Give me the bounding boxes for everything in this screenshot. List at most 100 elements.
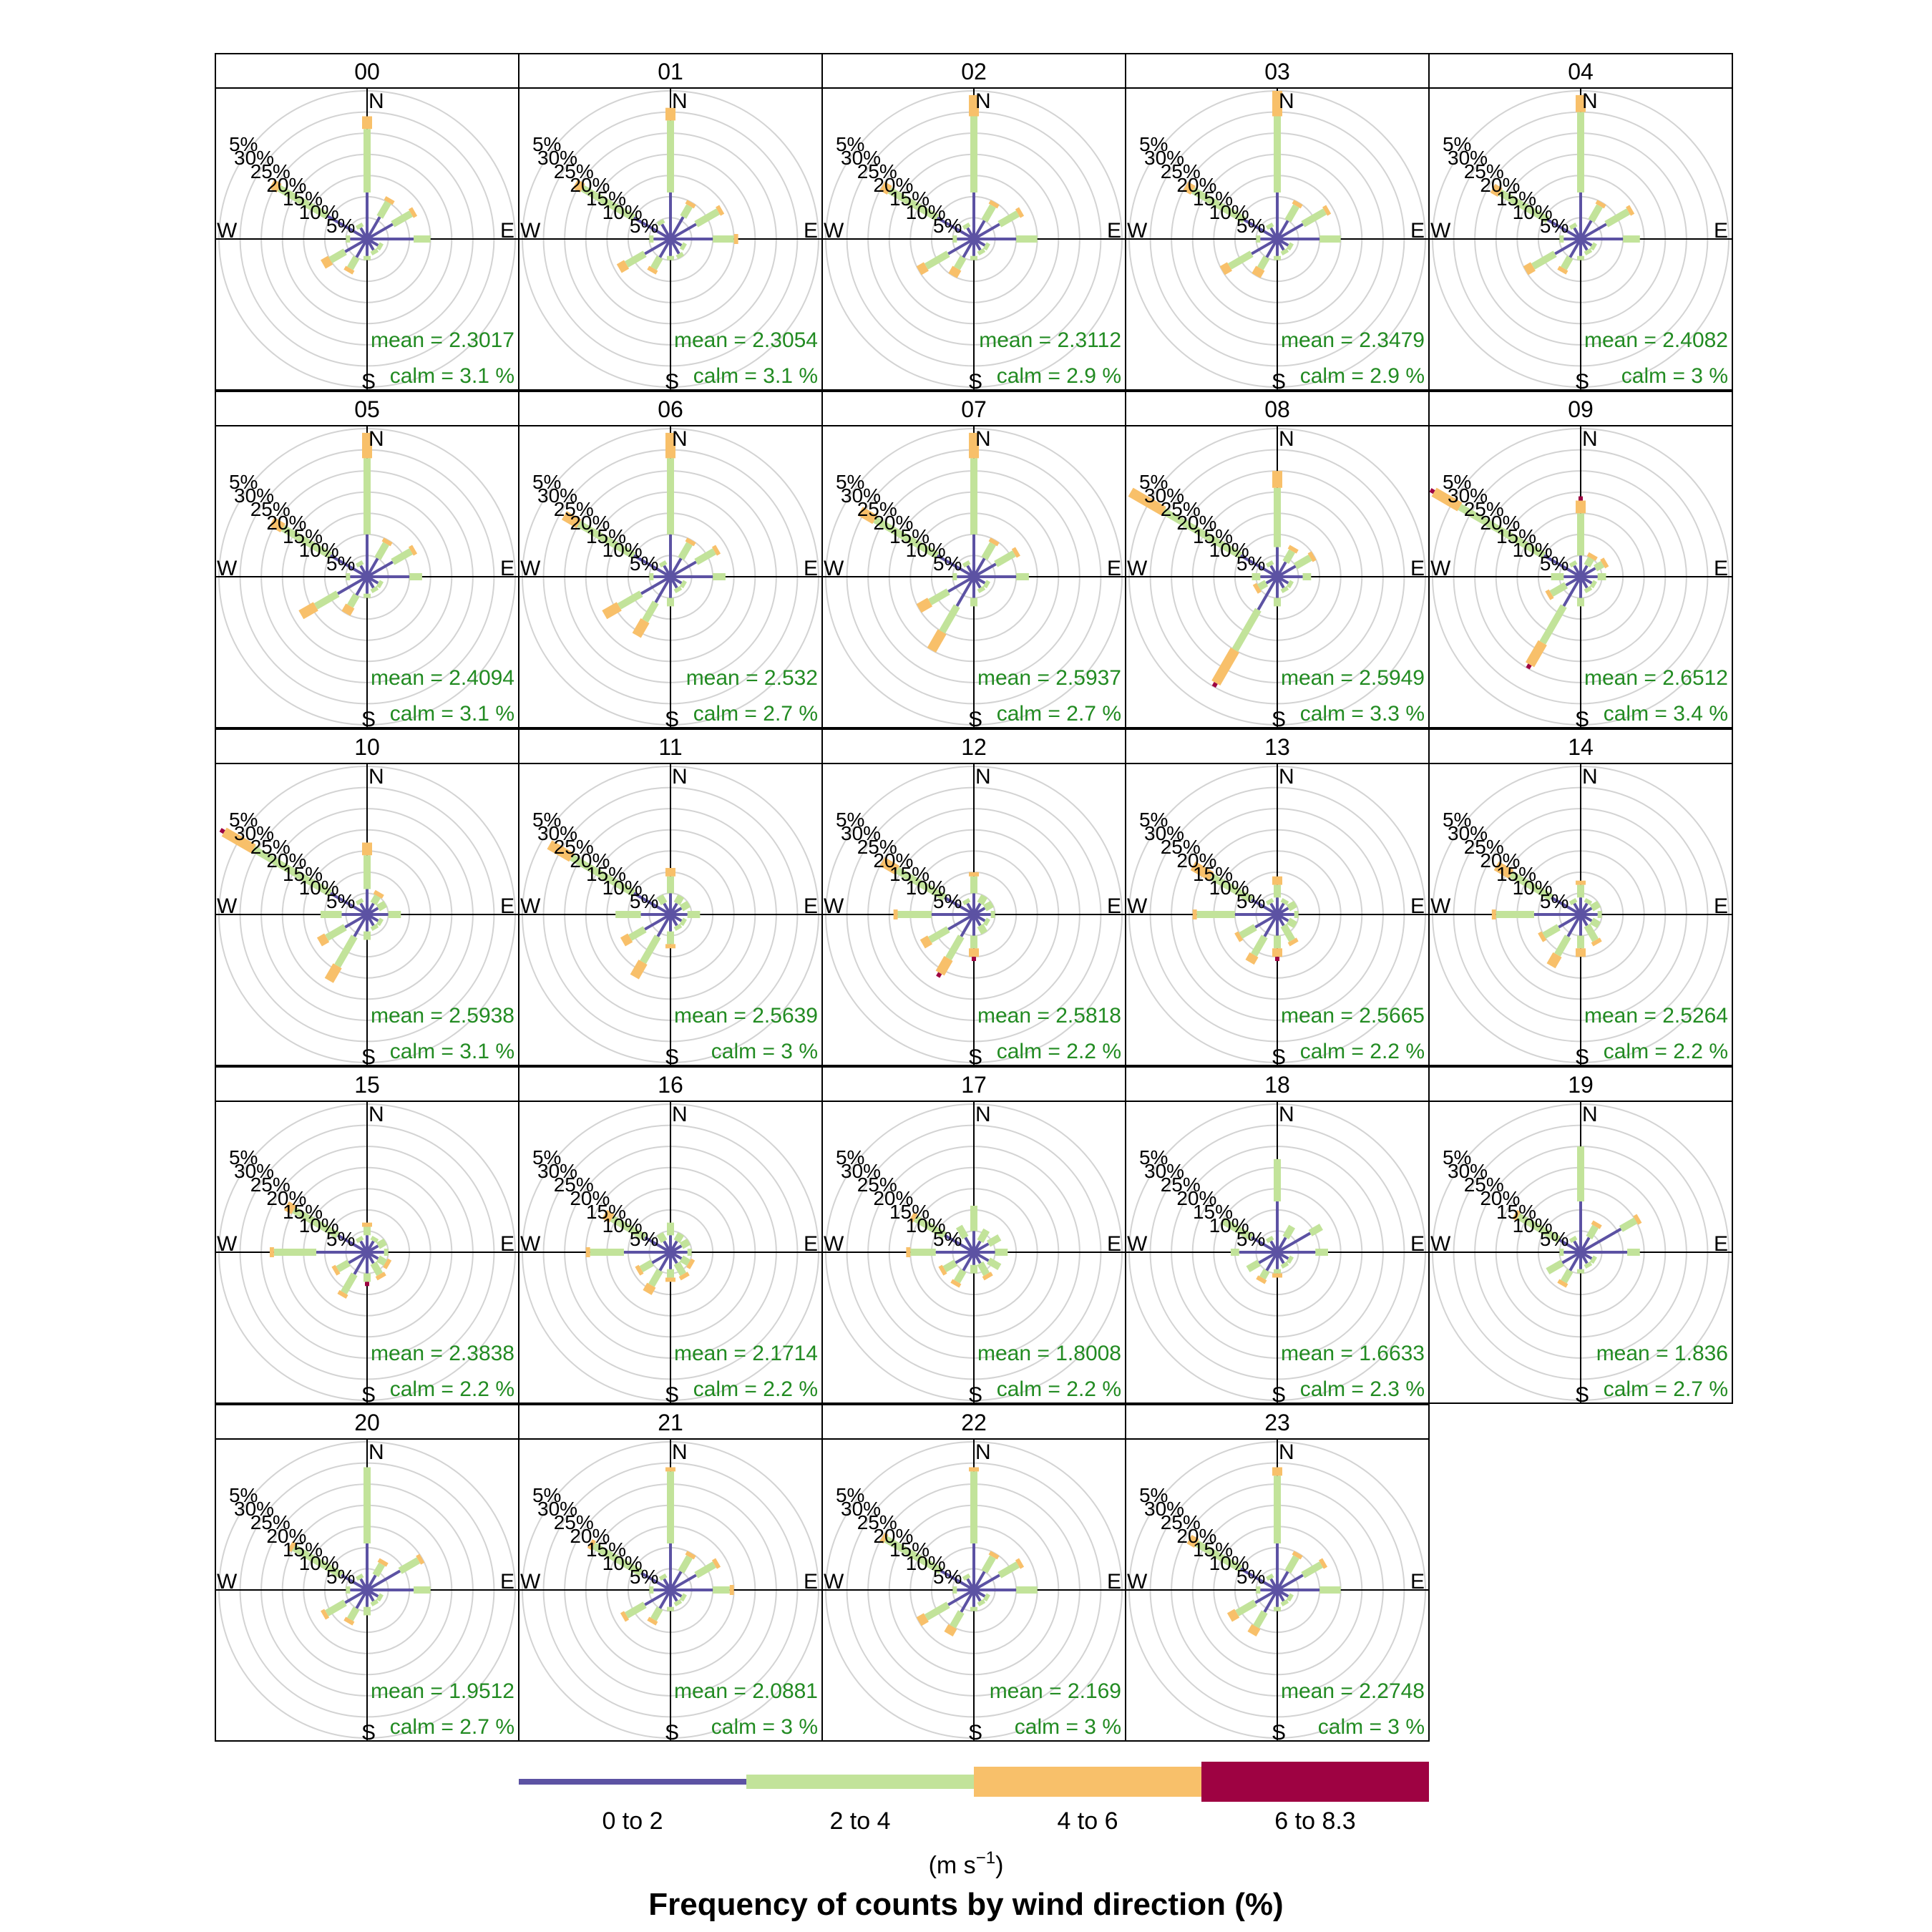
- petal-segment: [1284, 1555, 1299, 1574]
- ring-label: 25%: [1161, 1511, 1201, 1533]
- panel-mean: mean = 2.2748: [1281, 1679, 1425, 1703]
- petal-segment: [644, 1236, 671, 1254]
- ring-label: 5%: [229, 471, 258, 493]
- panel-mean: mean = 2.3054: [674, 328, 818, 352]
- panel-calm: calm = 3 %: [711, 1715, 818, 1739]
- petal-segment: [1247, 1624, 1261, 1636]
- petal-segment: [316, 933, 330, 947]
- petal-segment: [1265, 223, 1274, 230]
- panel-title: 20: [354, 1410, 380, 1435]
- ring-label: 10%: [299, 877, 339, 899]
- petal-segment: [916, 1613, 929, 1626]
- ring-label: 20%: [266, 849, 306, 872]
- petal-segment: [1277, 565, 1297, 578]
- panel-title: 15: [354, 1072, 380, 1098]
- ring-label: 20%: [1176, 1187, 1216, 1209]
- compass-s: S: [1575, 1045, 1589, 1069]
- ring-label: 10%: [906, 877, 946, 899]
- panel-strip: [215, 53, 519, 89]
- petal-segment: [1549, 582, 1568, 597]
- panel-mean: mean = 2.5937: [977, 666, 1121, 690]
- petal-segment: [1219, 262, 1232, 275]
- petal-segment: [972, 223, 1000, 240]
- petal-segment: [997, 210, 1020, 228]
- compass-w: W: [1127, 1570, 1148, 1594]
- petal-segment: [1161, 507, 1243, 559]
- panel-strip: [821, 728, 1126, 764]
- petal-segment: [977, 894, 988, 906]
- petal-segment: [644, 1589, 671, 1606]
- compass-w: W: [1430, 219, 1451, 243]
- ring-label: 5%: [532, 809, 561, 831]
- compass-n: N: [1582, 89, 1598, 113]
- petal-segment: [337, 1289, 348, 1299]
- petal-segment: [1509, 871, 1553, 901]
- panel-strip: [215, 1066, 519, 1102]
- petal-segment: [353, 914, 369, 937]
- ring-label: 25%: [1464, 836, 1504, 858]
- petal-segment: [602, 1209, 615, 1223]
- ring-label: 30%: [1448, 484, 1488, 507]
- compass-w: W: [217, 894, 238, 918]
- ring-label: 10%: [1513, 1214, 1553, 1236]
- petal-segment: [1493, 861, 1514, 879]
- petal-segment: [982, 242, 990, 251]
- ring-label: 5%: [933, 552, 962, 575]
- petal-segment: [1573, 902, 1582, 915]
- petal-segment: [635, 1264, 644, 1276]
- petal-segment: [384, 196, 395, 205]
- petal-segment: [1231, 608, 1262, 652]
- petal-segment: [1287, 937, 1299, 947]
- petal-segment: [1280, 1599, 1289, 1606]
- compass-n: N: [1279, 1103, 1294, 1126]
- petal-segment: [1589, 917, 1601, 929]
- panel-calm: calm = 3 %: [1621, 364, 1728, 388]
- compass-s: S: [361, 1045, 376, 1069]
- ring-label: 10%: [906, 1214, 946, 1236]
- petal-segment: [1276, 223, 1304, 240]
- ring-label: 10%: [1209, 877, 1249, 899]
- panel-mean: mean = 1.9512: [371, 1679, 514, 1703]
- panel-title: 11: [658, 734, 682, 760]
- legend-unit: (m s−1): [929, 1848, 1004, 1879]
- petal-segment: [916, 262, 929, 275]
- petal-segment: [981, 542, 996, 560]
- compass-n: N: [975, 427, 991, 451]
- petal-segment: [1294, 555, 1312, 570]
- petal-segment: [982, 1593, 990, 1602]
- petal-segment: [1245, 952, 1259, 965]
- petal-segment: [1226, 1609, 1240, 1622]
- petal-segment: [1287, 545, 1299, 554]
- compass-w: W: [824, 894, 844, 918]
- panel-mean: mean = 2.3017: [371, 328, 514, 352]
- petal-segment: [1246, 1259, 1261, 1272]
- petal-segment: [939, 604, 960, 634]
- petal-segment: [977, 248, 986, 255]
- petal-segment: [1277, 1574, 1304, 1591]
- panel-mean: mean = 1.836: [1596, 1342, 1728, 1365]
- panel-calm: calm = 2.3 %: [1300, 1377, 1425, 1401]
- compass-s: S: [1272, 1721, 1286, 1745]
- petal-segment: [909, 1211, 918, 1223]
- petal-segment: [1286, 242, 1294, 251]
- panel-mean: mean = 1.8008: [977, 1342, 1121, 1365]
- petal-segment: [633, 892, 671, 916]
- panel-calm: calm = 2.2 %: [997, 1040, 1121, 1063]
- petal-segment: [1191, 187, 1246, 223]
- petal-segment: [947, 238, 975, 255]
- ring-label: 30%: [234, 484, 274, 507]
- ring-label: 10%: [906, 1552, 946, 1574]
- ring-label: 15%: [586, 1538, 626, 1561]
- petal-segment: [640, 1571, 672, 1591]
- ring-label: 25%: [554, 836, 594, 858]
- compass-s: S: [665, 1721, 679, 1745]
- compass-e: E: [500, 219, 514, 243]
- petal-segment: [1286, 1255, 1294, 1264]
- petal-segment: [938, 1264, 947, 1276]
- panel-calm: calm = 3.1 %: [390, 364, 514, 388]
